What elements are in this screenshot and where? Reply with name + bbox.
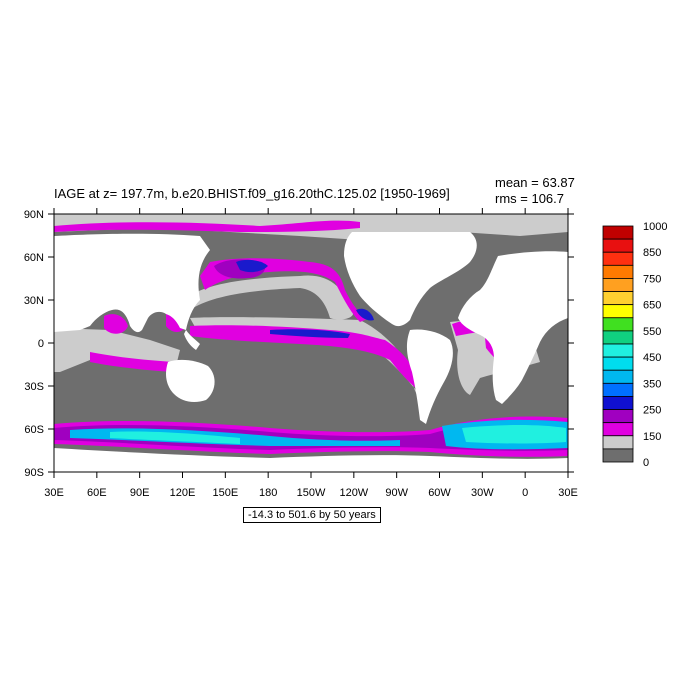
y-tick-label: 60N (24, 252, 44, 264)
colorbar-swatch (602, 396, 634, 410)
colorbar-swatch (602, 369, 634, 384)
x-tick-label: 30E (44, 487, 64, 499)
colorbar-label: 250 (643, 405, 661, 417)
x-tick-label: 90W (385, 487, 408, 499)
arctic-magenta (54, 220, 360, 232)
stat-rms: rms = 106.7 (495, 191, 565, 206)
colorbar-label: 1000 (643, 221, 667, 233)
colorbar-labels: 1000 850 750 650 550 450 350 250 150 0 (643, 221, 667, 469)
x-tick-label: 150E (212, 487, 238, 499)
colorbar-swatch (602, 291, 634, 306)
indochina-land (184, 330, 200, 350)
colorbar-swatch (602, 343, 634, 358)
x-tick-label: 90E (130, 487, 150, 499)
axis-ticks (48, 208, 574, 478)
arabian-sea-magenta (104, 314, 128, 334)
plot-title: IAGE at z= 197.7m, b.e20.BHIST.f09_g16.2… (54, 186, 450, 201)
africa-europe-land (458, 251, 568, 404)
y-tick-label: 0 (38, 338, 44, 350)
x-axis-labels: 30E 60E 90E 120E 150E 180 150W 120W 90W 60W 30W 0 30… (44, 487, 578, 499)
southern-ocean-purple (54, 420, 568, 451)
colorbar-swatch (602, 251, 634, 266)
x-tick-label: 180 (259, 487, 277, 499)
contour-range-note: -14.3 to 501.6 by 50 years (243, 507, 381, 523)
x-tick-label: 120W (339, 487, 368, 499)
colorbar-swatch (602, 225, 634, 240)
colorbar-swatch (602, 409, 634, 424)
colorbar-swatch (602, 238, 634, 253)
south-america-land (406, 329, 453, 424)
colorbar-label: 650 (643, 300, 661, 312)
colorbar-swatch (602, 435, 634, 450)
colorbar (602, 225, 634, 463)
stat-mean: mean = 63.87 (495, 175, 575, 190)
x-tick-label: 30E (558, 487, 578, 499)
colorbar-swatch (602, 317, 634, 332)
colorbar-label: 350 (643, 378, 661, 390)
colorbar-label: 0 (643, 457, 649, 469)
colorbar-swatch (602, 330, 634, 345)
southern-ocean-cyan-west (110, 431, 240, 444)
y-tick-label: 30S (24, 381, 44, 393)
east-pacific-blue (356, 308, 374, 321)
greenland-land (404, 234, 445, 264)
x-tick-label: 150W (297, 487, 326, 499)
equatorial-pacific-blue (270, 329, 350, 338)
colorbar-label: 150 (643, 431, 661, 443)
y-tick-label: 90N (24, 209, 44, 221)
north-america-land (344, 232, 477, 327)
australia-land (166, 359, 215, 402)
colorbar-swatch (602, 356, 634, 371)
colorbar-swatch (602, 448, 634, 463)
asia-land (54, 233, 210, 333)
x-tick-label: 30W (471, 487, 494, 499)
colorbar-swatch (602, 382, 634, 397)
colorbar-label: 550 (643, 326, 661, 338)
map-field (54, 214, 568, 472)
colorbar-label: 750 (643, 273, 661, 285)
colorbar-label: 850 (643, 247, 661, 259)
colorbar-swatch (602, 264, 634, 279)
indian-magenta (90, 352, 175, 372)
colorbar-label: 450 (643, 352, 661, 364)
x-tick-label: 60W (428, 487, 451, 499)
colorbar-swatch (602, 304, 634, 319)
y-tick-label: 90S (24, 467, 44, 479)
y-axis-labels: 90N 60N 30N 0 30S 60S 90S (24, 209, 44, 479)
north-pacific-light-rim (185, 275, 354, 320)
equatorial-pacific-magenta (190, 325, 425, 395)
weddell-cyan (462, 425, 566, 444)
x-tick-label: 0 (522, 487, 528, 499)
okhotsk-blue (236, 259, 268, 273)
y-tick-label: 60S (24, 424, 44, 436)
antarctica-land (54, 448, 568, 472)
x-tick-label: 60E (87, 487, 107, 499)
colorbar-swatch (602, 278, 634, 292)
x-tick-label: 120E (170, 487, 196, 499)
y-tick-label: 30N (24, 295, 44, 307)
colorbar-swatch (602, 422, 634, 437)
